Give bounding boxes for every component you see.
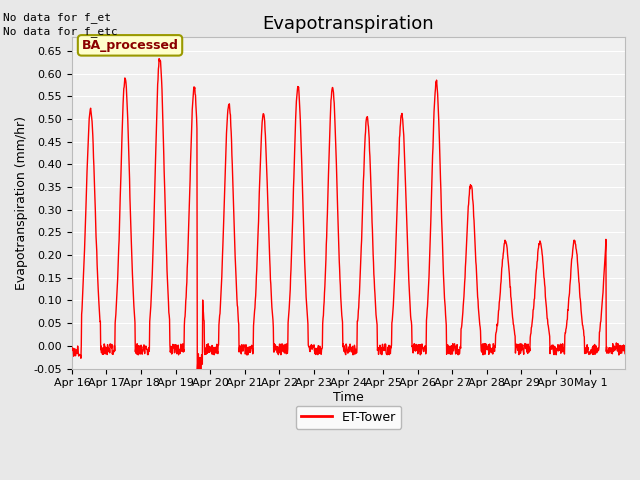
Text: BA_processed: BA_processed bbox=[81, 39, 179, 52]
Text: No data for f_etc: No data for f_etc bbox=[3, 26, 118, 37]
Y-axis label: Evapotranspiration (mm/hr): Evapotranspiration (mm/hr) bbox=[15, 116, 28, 290]
X-axis label: Time: Time bbox=[333, 391, 364, 404]
Legend: ET-Tower: ET-Tower bbox=[296, 406, 401, 429]
Text: No data for f_et: No data for f_et bbox=[3, 12, 111, 23]
Title: Evapotranspiration: Evapotranspiration bbox=[262, 15, 435, 33]
